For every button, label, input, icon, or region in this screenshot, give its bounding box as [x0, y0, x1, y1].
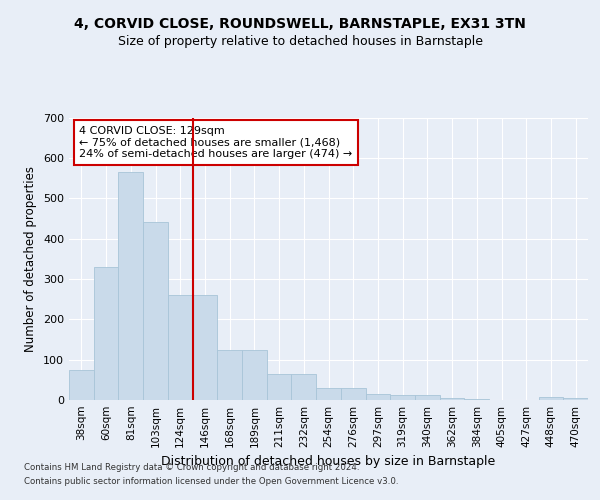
Bar [267, 374, 292, 400]
Bar [94, 267, 118, 400]
Y-axis label: Number of detached properties: Number of detached properties [25, 166, 37, 352]
Text: Contains HM Land Registry data © Crown copyright and database right 2024.: Contains HM Land Registry data © Crown c… [24, 462, 359, 471]
Bar [316, 388, 341, 400]
Bar [217, 350, 242, 400]
Bar [69, 370, 94, 400]
Bar [539, 397, 563, 400]
Text: Size of property relative to detached houses in Barnstaple: Size of property relative to detached ho… [118, 35, 482, 48]
Bar [365, 394, 390, 400]
Text: Contains public sector information licensed under the Open Government Licence v3: Contains public sector information licen… [24, 478, 398, 486]
Bar [118, 172, 143, 400]
Bar [193, 295, 217, 400]
Bar [341, 388, 365, 400]
Text: 4 CORVID CLOSE: 129sqm
← 75% of detached houses are smaller (1,468)
24% of semi-: 4 CORVID CLOSE: 129sqm ← 75% of detached… [79, 126, 353, 159]
Bar [242, 350, 267, 400]
Bar [440, 398, 464, 400]
Text: 4, CORVID CLOSE, ROUNDSWELL, BARNSTAPLE, EX31 3TN: 4, CORVID CLOSE, ROUNDSWELL, BARNSTAPLE,… [74, 18, 526, 32]
Bar [464, 399, 489, 400]
Bar [143, 222, 168, 400]
Bar [390, 395, 415, 400]
Bar [292, 374, 316, 400]
Bar [168, 295, 193, 400]
X-axis label: Distribution of detached houses by size in Barnstaple: Distribution of detached houses by size … [161, 456, 496, 468]
Bar [415, 395, 440, 400]
Bar [563, 398, 588, 400]
